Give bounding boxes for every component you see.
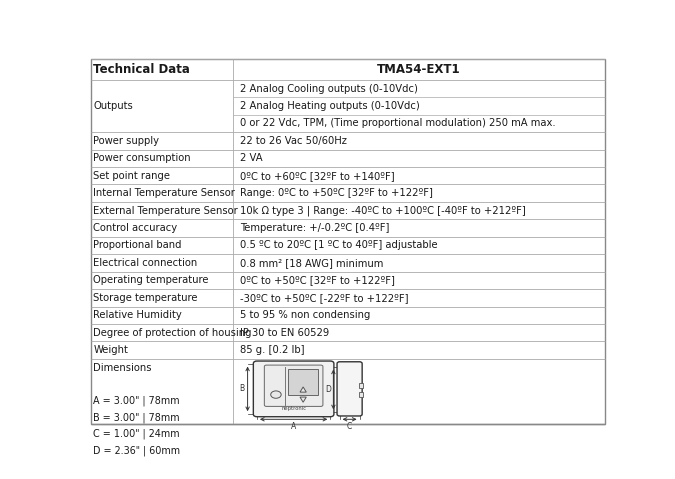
Text: Internal Temperature Sensor: Internal Temperature Sensor [93, 188, 235, 198]
Text: Set point range: Set point range [93, 171, 170, 181]
Text: neptronic: neptronic [281, 407, 306, 411]
Text: Proportional band: Proportional band [93, 240, 182, 251]
Text: 0 or 22 Vdc, TPM, (Time proportional modulation) 250 mA max.: 0 or 22 Vdc, TPM, (Time proportional mod… [240, 118, 556, 128]
Bar [359, 392, 363, 398]
Text: Outputs: Outputs [93, 101, 133, 111]
Text: Power consumption: Power consumption [93, 153, 191, 163]
Text: 5 to 95 % non condensing: 5 to 95 % non condensing [240, 310, 370, 320]
Text: A = 3.00" | 78mm: A = 3.00" | 78mm [93, 396, 180, 406]
Text: 2 Analog Heating outputs (0-10Vdc): 2 Analog Heating outputs (0-10Vdc) [240, 101, 419, 111]
Text: IP 30 to EN 60529: IP 30 to EN 60529 [240, 328, 329, 338]
Text: 0.5 ºC to 20ºC [1 ºC to 40ºF] adjustable: 0.5 ºC to 20ºC [1 ºC to 40ºF] adjustable [240, 240, 437, 251]
Text: Dimensions: Dimensions [93, 363, 152, 373]
Text: 2 Analog Cooling outputs (0-10Vdc): 2 Analog Cooling outputs (0-10Vdc) [240, 83, 418, 93]
Text: Temperature: +/-0.2ºC [0.4ºF]: Temperature: +/-0.2ºC [0.4ºF] [240, 223, 389, 233]
FancyBboxPatch shape [265, 365, 323, 406]
Text: D = 2.36" | 60mm: D = 2.36" | 60mm [93, 445, 180, 456]
Text: 2 VA: 2 VA [240, 153, 263, 163]
Text: 0ºC to +50ºC [32ºF to +122ºF]: 0ºC to +50ºC [32ºF to +122ºF] [240, 275, 395, 285]
Text: Storage temperature: Storage temperature [93, 293, 198, 303]
Text: Electrical connection: Electrical connection [93, 258, 198, 268]
Text: -30ºC to +50ºC [-22ºF to +122ºF]: -30ºC to +50ºC [-22ºF to +122ºF] [240, 293, 408, 303]
Text: Relative Humidity: Relative Humidity [93, 310, 182, 320]
FancyBboxPatch shape [337, 362, 362, 416]
Text: C: C [347, 422, 352, 431]
Text: 0ºC to +60ºC [32ºF to +140ºF]: 0ºC to +60ºC [32ºF to +140ºF] [240, 171, 394, 181]
Text: 85 g. [0.2 lb]: 85 g. [0.2 lb] [240, 345, 304, 355]
Text: 0.8 mm² [18 AWG] minimum: 0.8 mm² [18 AWG] minimum [240, 258, 383, 268]
Bar [288, 369, 318, 395]
Text: B: B [240, 384, 244, 393]
Polygon shape [300, 387, 306, 392]
Circle shape [271, 391, 281, 398]
Text: Weight: Weight [93, 345, 128, 355]
Text: A: A [291, 422, 296, 431]
Text: Degree of protection of housing: Degree of protection of housing [93, 328, 252, 338]
Text: Control accuracy: Control accuracy [93, 223, 178, 233]
Text: TMA54-EXT1: TMA54-EXT1 [377, 63, 461, 76]
Text: Power supply: Power supply [93, 136, 159, 146]
Text: C = 1.00" | 24mm: C = 1.00" | 24mm [93, 429, 180, 439]
Polygon shape [300, 397, 306, 402]
Text: External Temperature Sensor: External Temperature Sensor [93, 205, 238, 216]
Bar [359, 383, 363, 388]
Text: Operating temperature: Operating temperature [93, 275, 209, 285]
Text: D: D [325, 385, 331, 394]
FancyBboxPatch shape [253, 361, 334, 417]
Text: 10k Ω type 3 | Range: -40ºC to +100ºC [-40ºF to +212ºF]: 10k Ω type 3 | Range: -40ºC to +100ºC [-… [240, 205, 526, 216]
Text: Range: 0ºC to +50ºC [32ºF to +122ºF]: Range: 0ºC to +50ºC [32ºF to +122ºF] [240, 188, 433, 198]
Text: Technical Data: Technical Data [93, 63, 190, 76]
Text: B = 3.00" | 78mm: B = 3.00" | 78mm [93, 412, 180, 422]
Text: 22 to 26 Vac 50/60Hz: 22 to 26 Vac 50/60Hz [240, 136, 347, 146]
